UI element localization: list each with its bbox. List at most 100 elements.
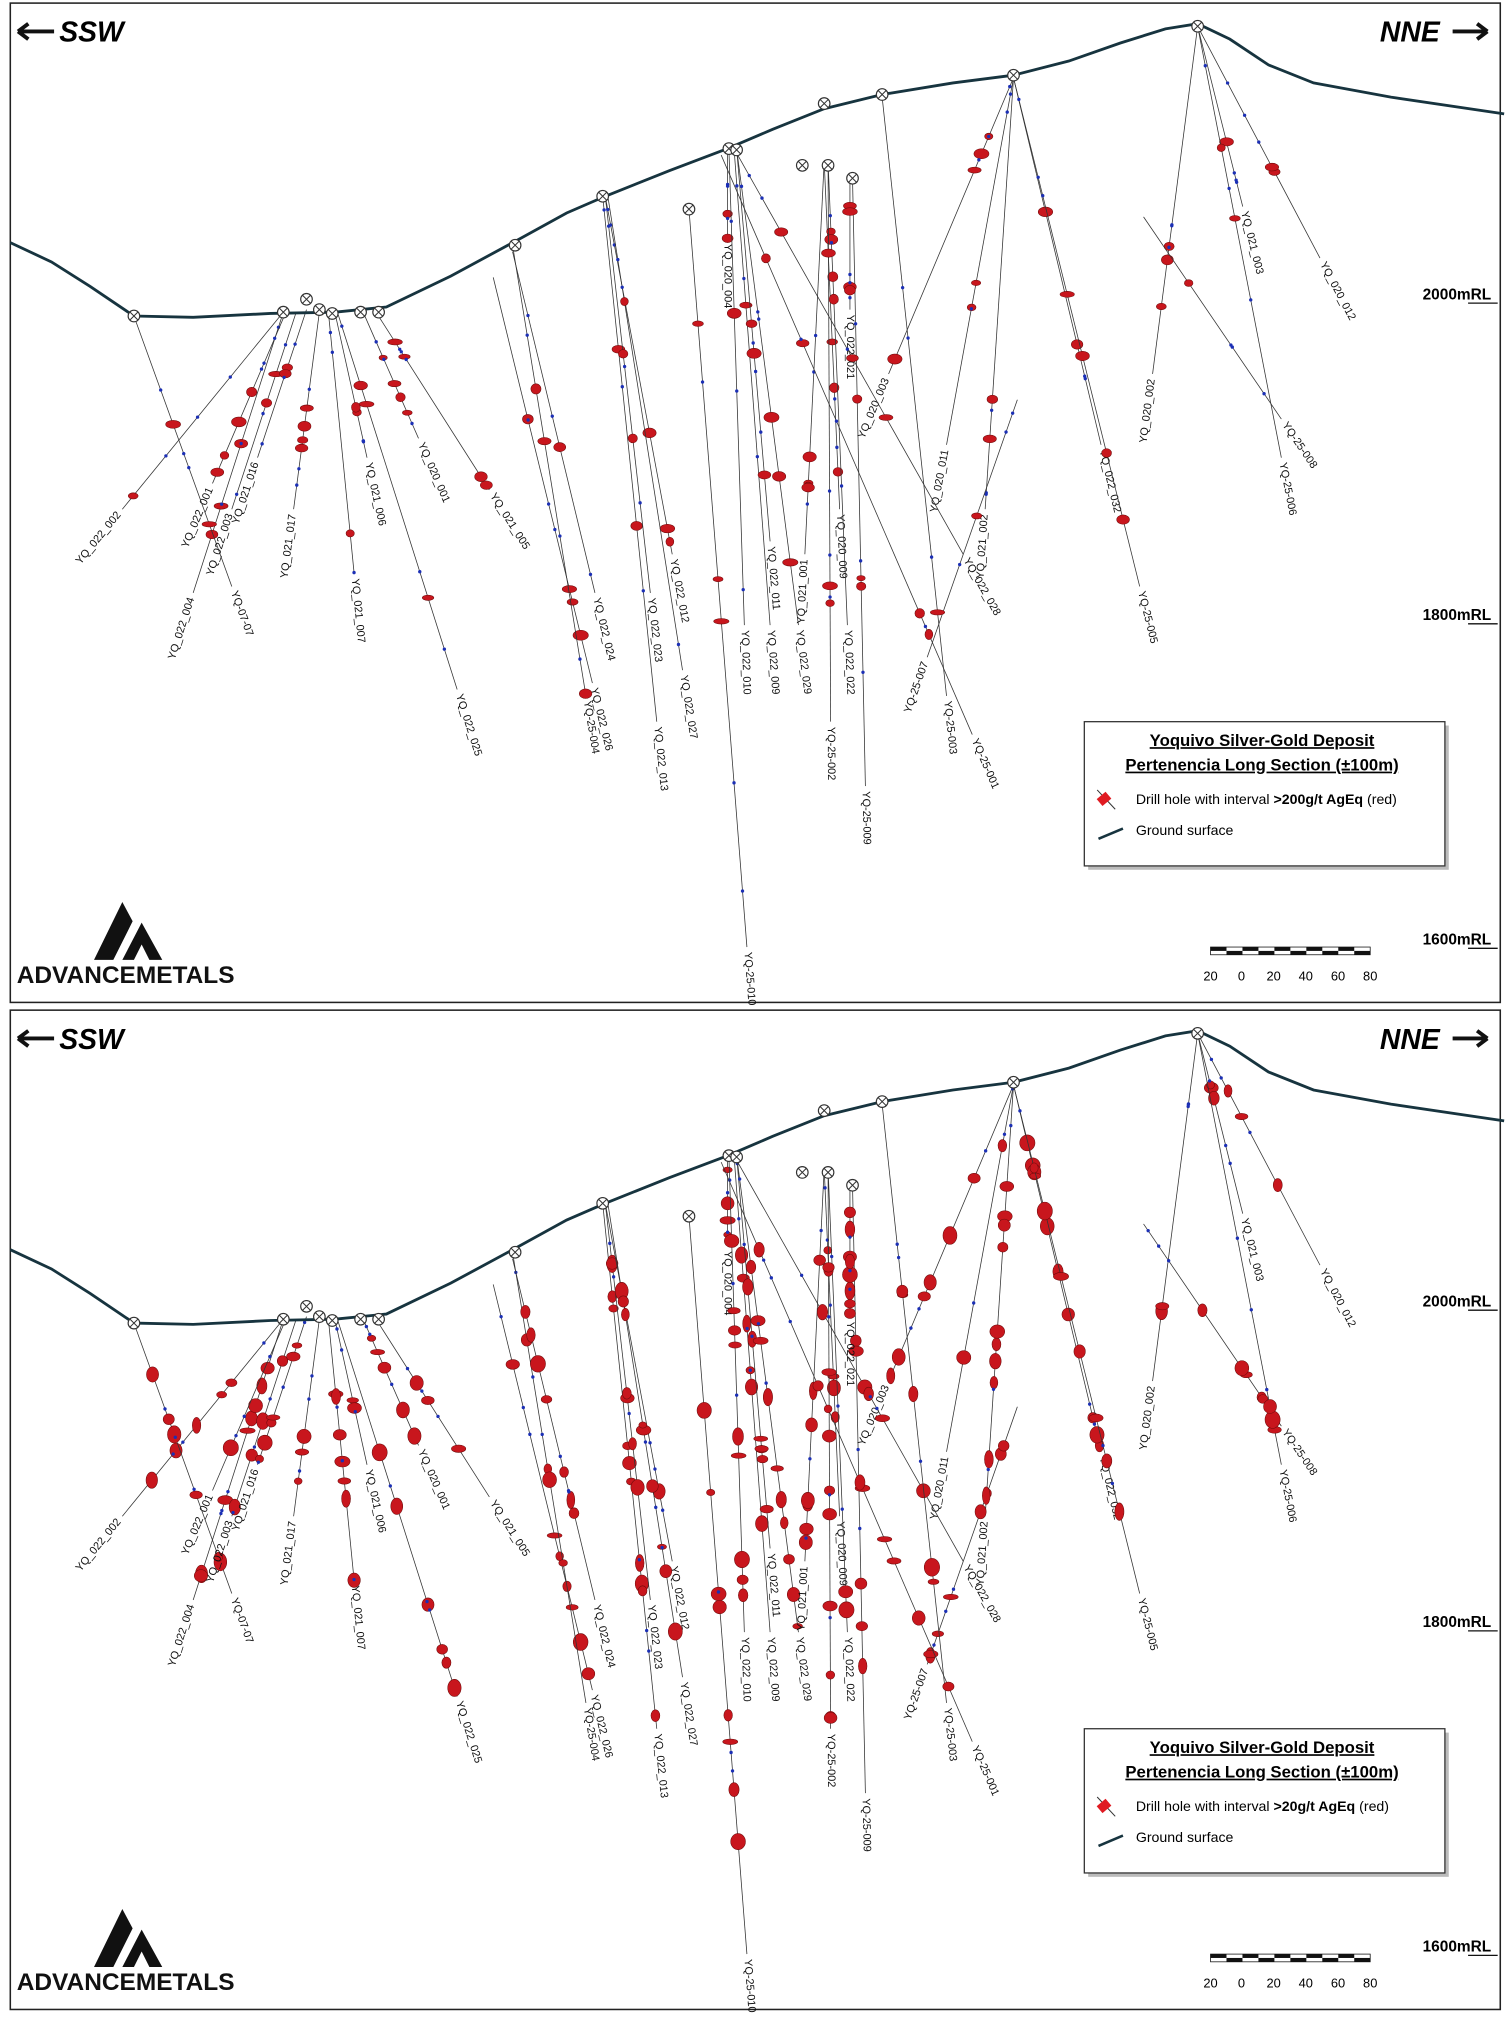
intercept xyxy=(628,1437,637,1451)
sample-dot xyxy=(374,340,378,344)
sample-dot xyxy=(643,1440,648,1444)
sample-dot xyxy=(828,213,832,218)
intercept xyxy=(726,307,742,319)
intercept xyxy=(1234,1360,1250,1376)
sample-dot xyxy=(283,343,288,347)
drill-hole xyxy=(827,1168,832,1729)
intercept xyxy=(194,1569,208,1583)
scale-label: 80 xyxy=(1363,1976,1377,1991)
sample-dot xyxy=(220,1508,224,1513)
sample-dot xyxy=(725,1230,730,1234)
sample-dot xyxy=(242,1414,246,1419)
hole-label: YQ_022_021 xyxy=(844,315,856,379)
intercept xyxy=(1216,143,1226,152)
sample-dot xyxy=(835,445,839,449)
intercept xyxy=(162,1413,175,1425)
sample-dot xyxy=(700,380,705,384)
intercept xyxy=(205,529,219,540)
sample-dot xyxy=(353,1409,357,1414)
intercept xyxy=(192,1417,202,1434)
hole-label: YQ_022_010 xyxy=(739,630,753,695)
sample-dot xyxy=(848,280,852,285)
legend-drill-grade: >200g/t AgEq xyxy=(1274,792,1364,808)
arrow-right xyxy=(1452,1029,1489,1048)
sample-dot xyxy=(620,385,624,389)
intercept xyxy=(659,1564,673,1578)
drill-hole xyxy=(375,1319,490,1498)
intercept xyxy=(967,166,982,174)
drill-hole xyxy=(133,315,233,587)
scale-label: 20 xyxy=(1203,1976,1217,1991)
intercept xyxy=(753,1435,768,1442)
sample-dot xyxy=(742,1242,746,1247)
scale-outline xyxy=(1210,1953,1371,1963)
collar-cross xyxy=(823,161,833,170)
intercept xyxy=(692,320,704,327)
intercept xyxy=(421,1396,435,1405)
intercept xyxy=(874,1414,890,1423)
sample-dot xyxy=(268,1354,272,1359)
intercept xyxy=(331,1388,341,1405)
sample-dot xyxy=(856,1447,860,1452)
intercept xyxy=(167,1425,182,1444)
intercept xyxy=(332,1429,347,1441)
sample-dot xyxy=(1186,1102,1191,1107)
intercept xyxy=(801,1492,815,1509)
sample-dot xyxy=(239,441,243,446)
drill-hole xyxy=(823,161,841,510)
legend-drill-suffix: (red) xyxy=(1355,1799,1389,1815)
sample-dot xyxy=(260,442,264,446)
sample-dot xyxy=(799,1273,804,1277)
intercept xyxy=(1101,448,1112,458)
drill-hole xyxy=(852,178,866,787)
sample-dot xyxy=(499,1314,503,1319)
intercept xyxy=(822,1429,837,1443)
intercept xyxy=(989,1376,999,1390)
sample-dot xyxy=(757,317,761,321)
intercept xyxy=(396,1401,410,1419)
intercept xyxy=(914,608,925,619)
sample-dot xyxy=(845,347,850,351)
legend-ground-text: Ground surface xyxy=(1136,1830,1234,1846)
collar-cross xyxy=(819,99,829,108)
intercept xyxy=(387,338,403,346)
scale-segment xyxy=(1290,950,1307,955)
intercept xyxy=(165,420,181,429)
intercept xyxy=(366,1334,377,1342)
sample-dot xyxy=(906,336,910,340)
sample-dot xyxy=(1008,92,1013,96)
sample-dot xyxy=(739,184,744,189)
sample-dot xyxy=(550,414,554,418)
intercept xyxy=(225,1378,238,1387)
intercept xyxy=(855,1621,868,1632)
intercept xyxy=(1116,514,1130,525)
sample-dot xyxy=(751,341,755,345)
scale-segment xyxy=(1210,1954,1227,1958)
sample-dot xyxy=(1225,81,1230,85)
intercept xyxy=(189,1490,203,1500)
intercept xyxy=(719,1216,736,1225)
sample-dot xyxy=(192,1487,196,1491)
intercept xyxy=(566,598,579,606)
intercept xyxy=(844,1299,856,1309)
sample-dot xyxy=(813,333,818,338)
hole-label: YQ_022_009 xyxy=(765,1637,782,1702)
hole-label: YQ-25-003 xyxy=(941,1707,959,1761)
intercept xyxy=(763,412,780,423)
sample-dot xyxy=(410,421,414,426)
intercept xyxy=(568,1507,580,1519)
intercept xyxy=(1061,1307,1075,1322)
intercept xyxy=(127,492,139,500)
intercept xyxy=(245,1410,258,1427)
sample-dot xyxy=(627,1411,631,1416)
sample-dot xyxy=(1092,1422,1097,1426)
sample-dot xyxy=(647,1649,651,1653)
sample-dot xyxy=(828,595,832,599)
sample-dot xyxy=(732,781,736,785)
legend-hole-icon xyxy=(1096,1798,1112,1814)
intercept xyxy=(967,1172,981,1184)
sample-dot xyxy=(293,342,297,346)
intercept xyxy=(1075,351,1090,361)
